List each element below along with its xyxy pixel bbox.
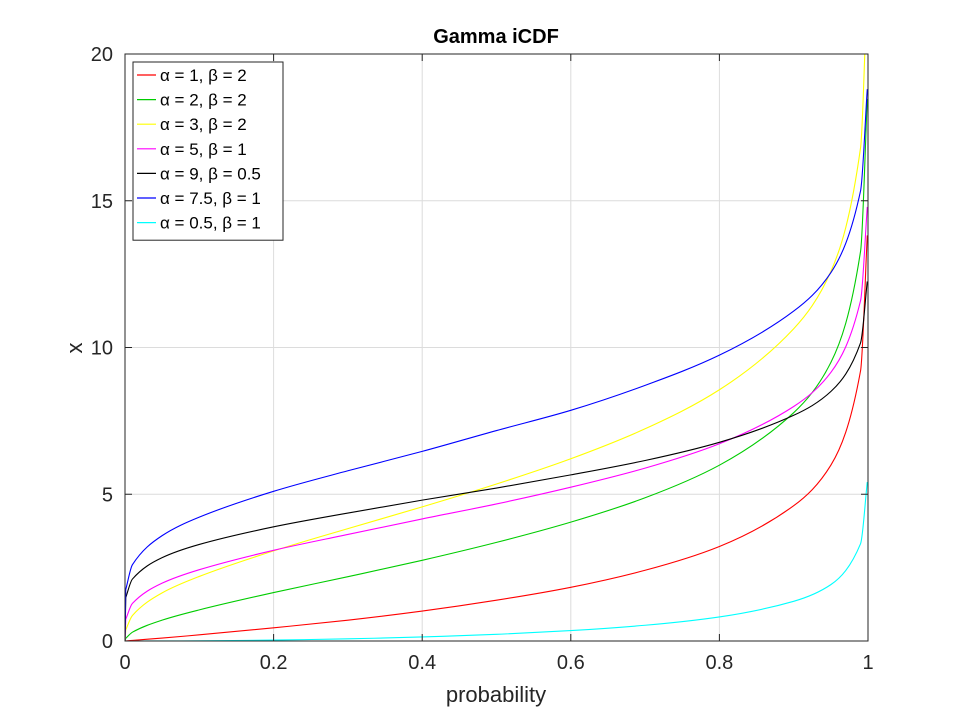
x-tick-label: 0.6 [557, 652, 585, 674]
x-tick-label: 0.2 [260, 652, 288, 674]
series-line-1 [125, 235, 868, 641]
y-tick-label: 5 [102, 484, 113, 506]
legend-label: α = 1, β = 2 [160, 66, 247, 85]
y-axis-label: x [62, 343, 87, 354]
x-tick-label: 0.8 [705, 652, 733, 674]
legend-label: α = 5, β = 1 [160, 140, 247, 159]
x-tick-label: 0.4 [408, 652, 436, 674]
legend-label: α = 3, β = 2 [160, 115, 247, 134]
x-tick-label: 1 [862, 652, 873, 674]
data-curves [125, 54, 868, 641]
y-tick-label: 0 [102, 631, 113, 653]
y-tick-label: 10 [91, 338, 113, 360]
series-line-2 [125, 98, 868, 641]
y-tick-label: 15 [91, 191, 113, 213]
x-axis-label: probability [446, 682, 546, 707]
series-line-5 [125, 281, 868, 641]
series-line-4 [125, 206, 868, 641]
legend-label: α = 7.5, β = 1 [160, 189, 261, 208]
y-tick-label: 20 [91, 44, 113, 66]
chart-title: Gamma iCDF [433, 26, 559, 48]
legend-box [132, 61, 284, 241]
legend-label: α = 0.5, β = 1 [160, 214, 261, 233]
x-tick-label: 0 [119, 652, 130, 674]
legend: α = 1, β = 2 α = 2, β = 2 α = 3, β = 2 α = … [132, 61, 284, 241]
legend-label: α = 9, β = 0.5 [160, 164, 261, 183]
legend-label: α = 2, β = 2 [160, 91, 247, 110]
series-line-6 [125, 89, 868, 641]
series-line-3 [125, 54, 866, 641]
